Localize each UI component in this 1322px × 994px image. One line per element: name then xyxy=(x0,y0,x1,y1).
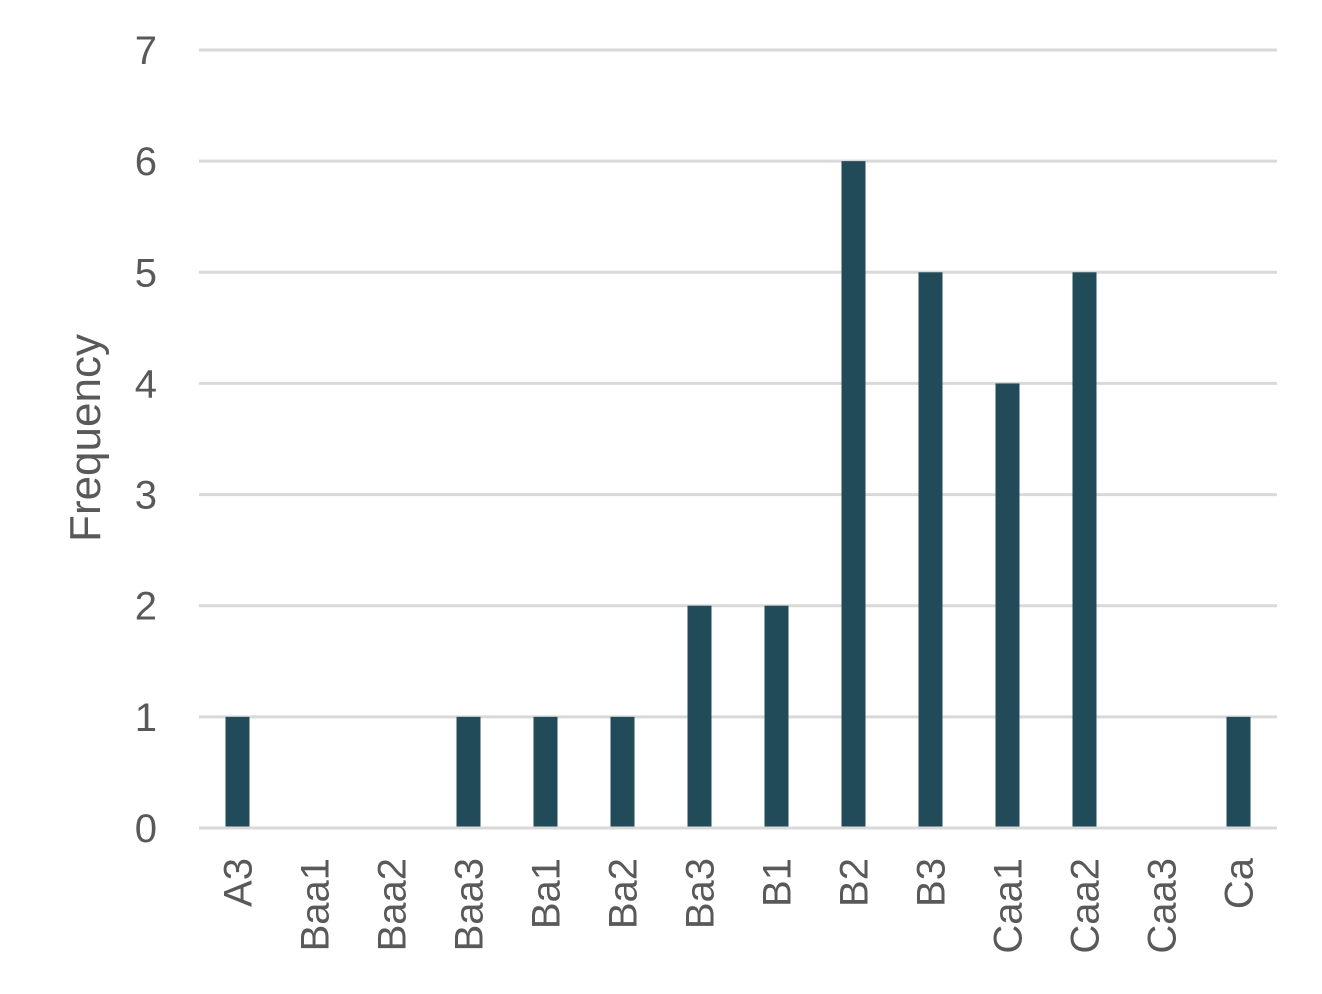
bar-ba2 xyxy=(610,716,635,828)
gridlines xyxy=(199,48,1277,719)
y-tick-label: 0 xyxy=(135,807,157,851)
x-tick-label: Caa3 xyxy=(1141,858,1185,954)
x-tick-label: Ca xyxy=(1218,857,1262,909)
bar-caa2 xyxy=(1072,272,1097,828)
bar-b1 xyxy=(764,605,789,828)
bar-b3 xyxy=(918,272,943,828)
x-tick-label: Caa2 xyxy=(1064,858,1108,954)
x-tick-label: Baa1 xyxy=(294,858,338,951)
x-tick-label: A3 xyxy=(217,858,261,907)
bar-baa3 xyxy=(456,716,481,828)
bar-a3 xyxy=(225,716,250,828)
y-tick-label: 3 xyxy=(135,474,157,518)
bar-ba1 xyxy=(533,716,558,828)
x-tick-label: Caa1 xyxy=(987,858,1031,954)
bars xyxy=(225,161,1251,829)
bar-caa1 xyxy=(995,383,1020,828)
x-tick-label: Baa2 xyxy=(371,858,415,951)
x-tick-label: Baa3 xyxy=(448,858,492,951)
y-tick-label: 5 xyxy=(135,251,157,295)
x-axis-ticks: A3 Baa1 Baa2 Baa3 Ba1 Ba2 Ba3 B1 B2 B3 Caa1 Caa2 Caa… xyxy=(217,857,1262,953)
bar-ca xyxy=(1226,716,1251,828)
y-tick-label: 4 xyxy=(135,362,157,406)
x-tick-label: B2 xyxy=(833,858,877,907)
y-axis-ticks: 0 1 2 3 4 5 6 7 xyxy=(135,29,157,851)
y-tick-label: 1 xyxy=(135,696,157,740)
x-tick-label: B3 xyxy=(910,858,954,907)
x-tick-label: Ba1 xyxy=(525,858,569,929)
x-tick-label: B1 xyxy=(756,858,800,907)
bar-ba3 xyxy=(687,605,712,828)
y-tick-label: 2 xyxy=(135,585,157,629)
y-tick-label: 6 xyxy=(135,140,157,184)
y-axis-title: Frequency xyxy=(61,334,110,542)
y-tick-label: 7 xyxy=(135,29,157,73)
x-tick-label: Ba2 xyxy=(602,858,646,929)
x-tick-label: Ba3 xyxy=(679,858,723,929)
bar-b2 xyxy=(841,161,866,829)
